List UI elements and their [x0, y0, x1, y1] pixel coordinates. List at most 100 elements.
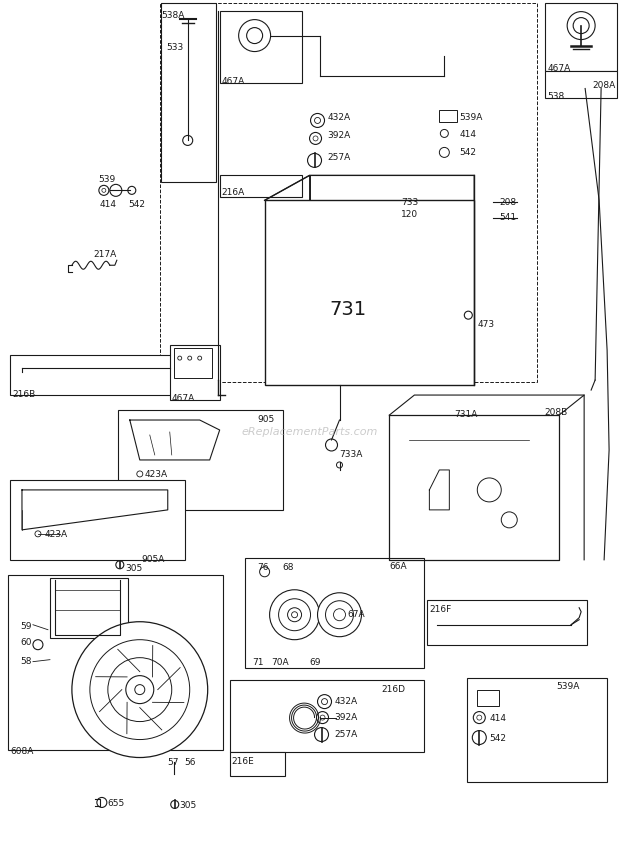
Bar: [477, 690, 499, 706]
Text: 539A: 539A: [556, 682, 580, 691]
Text: 58: 58: [20, 657, 32, 666]
Text: 59: 59: [20, 622, 32, 631]
Bar: [427, 600, 587, 645]
Text: 655: 655: [108, 800, 125, 808]
Circle shape: [188, 356, 192, 360]
Text: 392A: 392A: [335, 713, 358, 722]
Circle shape: [326, 439, 337, 451]
Text: 467A: 467A: [222, 77, 245, 85]
Text: 539A: 539A: [459, 114, 483, 122]
Text: 538: 538: [547, 92, 564, 102]
Text: 217A: 217A: [93, 251, 116, 259]
Circle shape: [326, 601, 353, 629]
Bar: [229, 679, 424, 752]
Circle shape: [334, 609, 345, 621]
Bar: [118, 410, 283, 510]
Text: 423A: 423A: [45, 530, 68, 539]
Text: eReplacementParts.com: eReplacementParts.com: [241, 427, 378, 437]
Circle shape: [308, 153, 322, 167]
Text: 414: 414: [489, 714, 507, 722]
Circle shape: [317, 592, 361, 636]
Text: 467A: 467A: [172, 394, 195, 403]
Text: 905A: 905A: [142, 554, 165, 564]
Bar: [440, 110, 458, 122]
Text: 216A: 216A: [222, 189, 245, 197]
Circle shape: [320, 715, 325, 720]
Circle shape: [288, 608, 301, 622]
Circle shape: [314, 728, 329, 741]
Circle shape: [35, 531, 41, 537]
Text: 257A: 257A: [327, 153, 351, 163]
Circle shape: [317, 711, 329, 723]
Text: 216D: 216D: [381, 684, 405, 694]
Text: 905: 905: [258, 415, 275, 424]
Circle shape: [99, 185, 109, 195]
Text: 208B: 208B: [544, 408, 567, 417]
Circle shape: [501, 512, 517, 528]
Circle shape: [473, 711, 485, 723]
Bar: [545, 71, 617, 98]
Text: 432A: 432A: [335, 697, 358, 706]
Text: 467A: 467A: [547, 64, 570, 72]
Circle shape: [128, 186, 136, 195]
Circle shape: [314, 117, 321, 123]
Circle shape: [102, 189, 106, 192]
Circle shape: [239, 20, 270, 52]
Text: 66A: 66A: [389, 562, 407, 571]
Text: 414: 414: [459, 130, 476, 139]
Text: 542: 542: [489, 734, 507, 742]
Bar: [161, 3, 216, 183]
Text: 608A: 608A: [10, 746, 33, 756]
Text: 76: 76: [258, 563, 269, 572]
Circle shape: [440, 129, 448, 138]
Circle shape: [337, 462, 342, 468]
Bar: [160, 3, 537, 382]
Text: 538A: 538A: [162, 10, 185, 20]
Bar: [10, 355, 185, 395]
Circle shape: [309, 133, 322, 145]
Text: 731A: 731A: [454, 410, 477, 419]
Bar: [50, 578, 128, 638]
Circle shape: [126, 676, 154, 703]
Text: 68: 68: [283, 563, 294, 572]
Text: 542: 542: [128, 201, 145, 209]
Circle shape: [90, 640, 190, 740]
Text: 542: 542: [459, 148, 476, 158]
Circle shape: [183, 135, 193, 146]
Text: 539: 539: [98, 176, 115, 184]
Circle shape: [311, 114, 324, 127]
Bar: [265, 201, 474, 385]
Text: 473: 473: [477, 320, 494, 329]
Circle shape: [116, 561, 124, 569]
Circle shape: [477, 478, 501, 502]
Text: 60: 60: [20, 638, 32, 647]
Circle shape: [178, 356, 182, 360]
Circle shape: [97, 797, 107, 808]
Text: 57: 57: [168, 758, 179, 766]
Text: 208: 208: [499, 198, 516, 208]
Circle shape: [278, 598, 311, 631]
Circle shape: [567, 11, 595, 40]
Bar: [170, 345, 219, 400]
Circle shape: [198, 356, 202, 360]
Circle shape: [291, 611, 298, 617]
Bar: [545, 3, 617, 71]
Circle shape: [270, 590, 319, 640]
Circle shape: [170, 801, 179, 808]
Text: 305: 305: [125, 564, 142, 573]
Circle shape: [477, 715, 482, 720]
Text: 71: 71: [252, 658, 264, 666]
Circle shape: [72, 622, 208, 758]
Text: 305: 305: [180, 802, 197, 810]
Bar: [219, 10, 301, 83]
Text: 257A: 257A: [335, 729, 358, 739]
Circle shape: [472, 731, 486, 745]
Text: 414: 414: [100, 201, 117, 209]
Circle shape: [573, 17, 589, 34]
Text: 423A: 423A: [145, 470, 168, 479]
Bar: [229, 752, 285, 777]
Bar: [467, 678, 607, 783]
Circle shape: [110, 184, 122, 196]
Circle shape: [135, 684, 145, 695]
Text: 120: 120: [401, 210, 418, 220]
